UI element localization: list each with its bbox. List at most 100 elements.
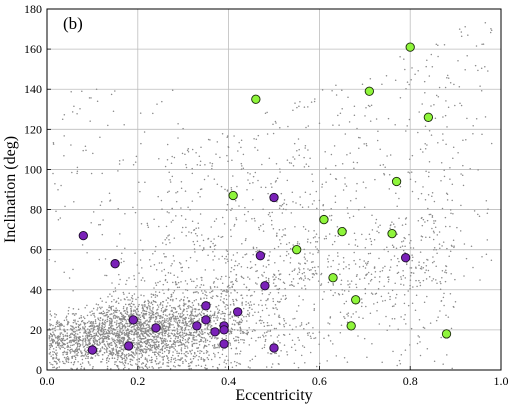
background-point [206,332,209,335]
background-point [177,305,179,308]
background-point [139,324,141,327]
background-point [76,330,78,332]
background-point [98,344,100,346]
background-point [233,315,236,317]
background-point [54,325,57,328]
background-point [158,345,160,348]
background-point [419,148,422,150]
background-point [259,316,262,318]
background-point [301,206,304,208]
background-point [173,156,176,159]
background-point [365,144,368,147]
background-point [124,298,126,301]
background-point [409,275,412,277]
background-point [212,295,214,297]
background-point [182,319,184,322]
background-point [73,314,76,316]
background-point [153,218,155,220]
background-point [249,267,252,269]
background-point [170,318,172,321]
background-point [259,319,262,321]
background-point [88,339,90,342]
background-point [139,326,141,329]
background-point [337,114,339,117]
background-point [70,324,72,327]
y-tick-label: 60 [30,243,42,257]
background-point [59,217,62,219]
background-point [92,211,95,213]
background-point [73,343,75,346]
background-point [169,272,172,274]
background-point [443,292,445,295]
background-point [303,106,306,108]
background-point [183,303,186,306]
background-point [178,321,181,324]
background-point [110,325,113,327]
background-point [117,332,119,335]
background-point [195,286,197,289]
background-point [313,337,315,340]
background-point [110,344,112,347]
green-point [441,329,452,339]
background-point [277,278,280,280]
background-point [197,350,199,352]
background-point [257,311,260,313]
background-point [379,276,381,278]
background-point [268,157,271,159]
background-point [323,237,326,240]
background-point [401,240,403,243]
background-point [358,316,360,319]
background-point [121,348,124,350]
background-point [207,254,209,256]
background-point [137,335,140,338]
background-point [144,364,147,367]
green-point [387,228,397,239]
background-point [144,358,147,361]
background-point [265,266,268,268]
background-point [227,146,230,149]
background-point [352,313,354,315]
background-point [446,193,449,195]
background-point [101,326,104,328]
background-point [397,328,399,330]
background-point [346,207,349,209]
background-point [204,339,207,342]
background-point [191,301,194,304]
background-point [89,120,91,122]
background-point [271,223,273,226]
background-point [152,351,154,354]
background-point [120,347,122,349]
background-point [209,139,211,141]
background-point [385,315,387,318]
background-point [119,319,122,321]
background-point [169,368,172,370]
background-point [299,204,302,206]
background-point [78,347,80,350]
background-point [170,358,173,361]
background-point [365,273,367,276]
background-point [82,344,84,346]
background-point [314,269,317,272]
background-point [133,324,135,326]
background-point [154,346,156,348]
background-point [122,291,125,294]
background-point [173,335,175,337]
background-point [439,310,441,312]
background-point [142,306,144,308]
background-point [126,296,128,298]
background-point [437,96,440,98]
background-point [431,65,434,68]
background-point [328,254,330,257]
background-point [142,367,144,370]
background-point [352,215,355,218]
background-point [215,316,217,319]
background-point [199,195,201,198]
background-point [258,249,261,251]
background-point [91,325,93,327]
background-point [166,340,169,342]
background-point [428,75,431,77]
background-point [283,282,286,284]
background-point [400,353,403,356]
background-point [194,311,196,313]
background-point [296,310,298,312]
